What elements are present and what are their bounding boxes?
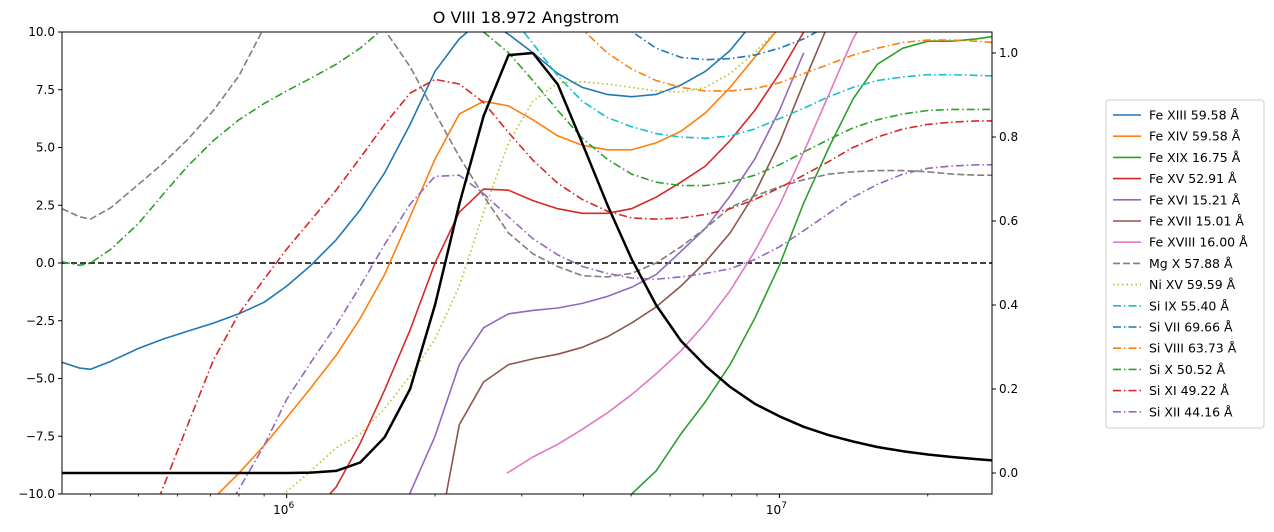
axes-layer: −10.0 −7.5 −5.0 −2.5 0.0 2.5 5.0 7.5 10.0 0.0 0.2 0…	[18, 25, 1018, 517]
legend-label: Fe XVIII 16.00 Å	[1149, 235, 1248, 250]
series-line-10	[631, 32, 818, 61]
series-line-5	[445, 32, 826, 494]
y-right-tick-label: 0.0	[999, 466, 1018, 480]
series-line-0	[62, 32, 747, 371]
chart-title: O VIII 18.972 Angstrom	[433, 8, 619, 27]
series-line-3	[328, 32, 805, 494]
legend-label: Ni XV 59.59 Å	[1149, 277, 1236, 292]
series-line-1	[216, 32, 777, 494]
legend-label: Fe XV 52.91 Å	[1149, 171, 1237, 186]
y-right-tick-label: 0.6	[999, 214, 1018, 228]
legend-label: Fe XVII 15.01 Å	[1149, 214, 1244, 229]
legend-label: Fe XVI 15.21 Å	[1149, 192, 1241, 207]
legend-label: Si XI 49.22 Å	[1149, 383, 1229, 398]
y-left-tick-label: 10.0	[28, 25, 55, 39]
series-line-4	[408, 52, 805, 494]
series-layer	[62, 32, 992, 494]
series-line-11	[584, 32, 992, 92]
series-line-9	[522, 32, 992, 140]
contribution-function-line	[62, 51, 992, 475]
legend-label: Si VII 69.66 Å	[1149, 320, 1233, 335]
series-line-12	[62, 32, 992, 267]
x-tick-label: 107	[766, 501, 787, 517]
legend-box	[1105, 99, 1265, 429]
series-line-2	[630, 35, 992, 494]
legend-label: Si XII 44.16 Å	[1149, 404, 1233, 419]
x-tick-label: 106	[273, 501, 294, 517]
series-line-13	[159, 78, 992, 494]
legend-label: Mg X 57.88 Å	[1149, 256, 1233, 271]
legend-label: Fe XIII 59.58 Å	[1149, 108, 1240, 123]
legend-label: Si VIII 63.73 Å	[1149, 341, 1237, 356]
legend-label: Si IX 55.40 Å	[1149, 298, 1229, 313]
legend-label: Si X 50.52 Å	[1149, 362, 1226, 377]
y-left-tick-label: 5.0	[36, 141, 55, 155]
y-left-tick-label: −2.5	[26, 314, 55, 328]
series-line-8	[282, 32, 777, 494]
y-right-tick-label: 0.4	[999, 298, 1018, 312]
legend-label: Fe XIV 59.58 Å	[1149, 129, 1241, 144]
y-right-tick-label: 0.8	[999, 130, 1018, 144]
y-right-tick-label: 0.2	[999, 382, 1018, 396]
y-right-tick-label: 1.0	[999, 46, 1018, 60]
series-line-6	[506, 32, 858, 474]
series-line-14	[235, 164, 992, 494]
y-left-tick-label: −5.0	[26, 372, 55, 386]
series-line-7	[62, 32, 992, 278]
y-left-tick-label: −10.0	[18, 487, 55, 501]
y-left-tick-label: 2.5	[36, 198, 55, 212]
y-left-tick-label: 7.5	[36, 83, 55, 97]
y-left-tick-label: 0.0	[36, 256, 55, 270]
y-left-tick-label: −7.5	[26, 429, 55, 443]
legend-label: Fe XIX 16.75 Å	[1149, 150, 1241, 165]
legend: Fe XIII 59.58 Å Fe XIV 59.58 Å Fe XIX 16.7…	[1105, 99, 1265, 429]
